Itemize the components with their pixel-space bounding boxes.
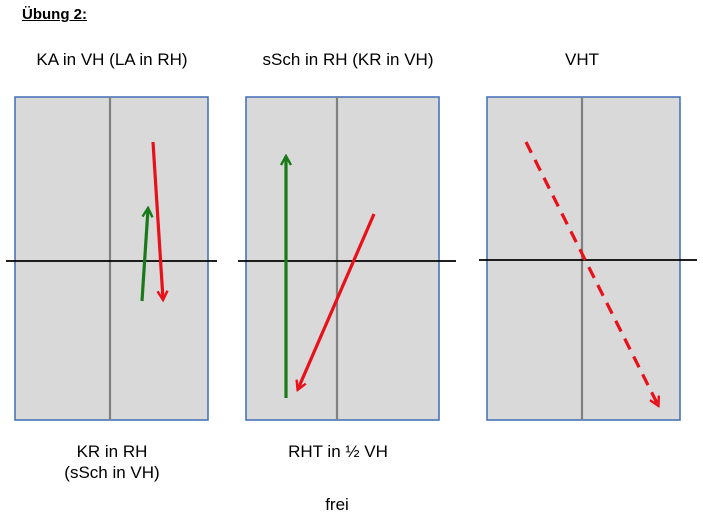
panel-2-red-arrow (298, 213, 376, 389)
panel-1-caption-line-1: KR in RH (76, 442, 148, 461)
panel-2-title: sSch in RH (KR in VH) (262, 50, 434, 69)
panel-2-caption: RHT in ½ VH (288, 442, 388, 461)
panel-2 (238, 96, 456, 421)
panel-1-box (14, 96, 209, 421)
panel-1 (6, 96, 217, 421)
exercise-heading: Übung 2: (22, 6, 87, 23)
panel-1-red-arrow (151, 141, 163, 299)
footer-label: frei (325, 495, 349, 514)
panel-3 (479, 96, 697, 421)
panel-1-title: KA in VH (LA in RH) (36, 50, 188, 69)
panel-2-box (245, 96, 440, 421)
panel-3-title: VHT (565, 50, 599, 69)
panel-1-green-arrow (140, 209, 148, 302)
panel-1-caption-line-2: (sSch in VH) (64, 463, 160, 482)
panel-3-red-dashed-arrow (524, 141, 658, 405)
